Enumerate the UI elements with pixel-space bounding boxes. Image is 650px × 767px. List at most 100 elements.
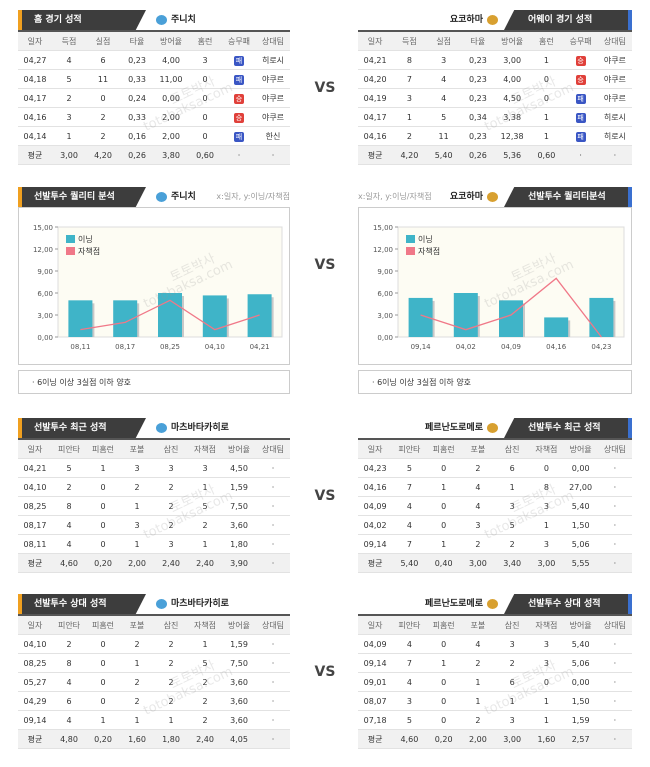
- table-cell: 5,40: [571, 640, 590, 649]
- team-name: 페르난도로메로: [425, 599, 483, 609]
- table-cell: 3,00: [468, 559, 487, 568]
- header-cell: 홈런: [197, 37, 213, 46]
- panel: 선발투수 퀄리티분석 요코하마 x:일자, y:이닝/자책점 0,00 3,00 6,00…: [358, 187, 632, 394]
- header-cell: 상대팀: [261, 37, 285, 46]
- header-cell: 상대팀: [261, 445, 285, 454]
- table-cell: 1: [509, 697, 515, 706]
- table-cell: ·: [613, 521, 617, 530]
- table-cell: 5: [441, 113, 447, 122]
- header-cell: 방어율: [569, 621, 592, 630]
- legend-swatch: [406, 235, 415, 243]
- table-row: [358, 673, 632, 692]
- header-cell: 삼진: [504, 621, 520, 630]
- table-cell: 8: [66, 659, 72, 668]
- result-icon: 패: [575, 93, 586, 104]
- table-row: [18, 459, 290, 478]
- table-top-border: [18, 438, 290, 440]
- table-cell: 0,33: [128, 113, 146, 122]
- table-cell: 4: [66, 521, 72, 530]
- table-cell: 1: [441, 540, 447, 549]
- table-row: [18, 730, 290, 749]
- table-cell: 6: [66, 697, 72, 706]
- table-cell: 2: [168, 502, 174, 511]
- bar: [68, 300, 93, 337]
- y-tick-label: 0,00: [377, 334, 393, 342]
- result-icon: 패: [575, 131, 586, 142]
- avg-label: 평균: [367, 559, 383, 568]
- table-cell: 3,60: [230, 678, 248, 687]
- avg-label: 평균: [27, 151, 43, 160]
- table-cell: 11: [97, 75, 109, 84]
- table-cell: 04,16: [363, 132, 387, 141]
- panel: 선발투수 상대 성적 페르난도로메로 일자 피안타 피홈런 포볼 삼진 자책점 방어율 상대팀 04…: [358, 594, 632, 767]
- table-cell: 3: [543, 640, 549, 649]
- table-cell: 0,23: [128, 56, 146, 65]
- table-cell: 7: [406, 540, 412, 549]
- table-cell: 2: [66, 483, 72, 492]
- header-cell: 득점: [61, 37, 77, 46]
- table-cell: 0: [543, 75, 549, 84]
- table-cell: 1: [543, 132, 549, 141]
- header-cell: 방어율: [227, 445, 251, 454]
- table-cell: 3,38: [503, 113, 522, 122]
- table-cell: 0,24: [128, 94, 146, 103]
- y-tick-label: 9,00: [37, 268, 53, 276]
- table-cell: 2: [202, 521, 208, 530]
- note: · 6이닝 이상 3실점 이하 양호: [372, 377, 471, 387]
- panel: 선발투수 최근 성적 페르난도로메로 일자 피안타 피홈런 포볼 삼진 자책점 방어율 상대팀 04…: [358, 418, 632, 598]
- table-cell: ·: [579, 151, 582, 160]
- panel: 선발투수 최근 성적 마츠바타카히로 일자 피안타 피홈런 포볼 삼진 자책점 방어율 상대팀 04…: [18, 418, 290, 598]
- team-name: 주니치: [171, 192, 196, 202]
- table-cell: 0,60: [537, 151, 556, 160]
- header-tab: 선발투수 퀄리티 분석: [18, 187, 146, 207]
- x-tick-label: 04,02: [456, 343, 476, 351]
- table-cell: 0: [441, 697, 447, 706]
- table-cell: 0,26: [128, 151, 146, 160]
- table-cell: 4,20: [94, 151, 112, 160]
- table-cell: 08,07: [363, 697, 387, 706]
- table-cell: 09,14: [363, 659, 387, 668]
- team-icon: [487, 423, 498, 433]
- table-cell: 2: [475, 464, 481, 473]
- chart: 0,00 3,00 6,00 9,00 12,00 15,00 08,11 08,17 08,2…: [18, 207, 290, 394]
- table-cell: 04,27: [23, 56, 47, 65]
- legend-swatch: [66, 247, 75, 255]
- table-cell: 11,00: [159, 75, 183, 84]
- table-cell: ·: [613, 464, 617, 473]
- table-cell: 2: [100, 113, 106, 122]
- header-cell: 포볼: [470, 621, 486, 630]
- table-row: [18, 108, 290, 127]
- header-cell: 방어율: [569, 445, 592, 454]
- table-cell: 1: [100, 716, 106, 725]
- header-cell: 자책점: [535, 621, 558, 630]
- table-cell: 4: [406, 678, 412, 687]
- table-cell: ·: [271, 678, 275, 687]
- table-cell: 5: [406, 716, 412, 725]
- table-cell: 0,23: [468, 56, 487, 65]
- table-cell: 04,16: [363, 483, 387, 492]
- table-cell: 야쿠르: [261, 94, 285, 103]
- table-cell: 4: [441, 75, 447, 84]
- table-cell: 0,34: [468, 113, 487, 122]
- table-row: [18, 692, 290, 711]
- result-icon: 승: [575, 74, 586, 85]
- header-tab: 선발투수 최근 성적: [18, 418, 146, 438]
- table-cell: 1,59: [230, 640, 248, 649]
- team-icon: [487, 192, 498, 202]
- table-cell: 1: [441, 659, 447, 668]
- header-cell: 자책점: [193, 621, 217, 630]
- team-icon: [487, 15, 498, 25]
- result-icon: 승: [234, 112, 244, 123]
- table-cell: 2,40: [196, 735, 214, 744]
- x-tick-label: 04,16: [546, 343, 567, 351]
- table-row: [358, 730, 632, 749]
- table-row: [18, 497, 290, 516]
- header-cell: 피안타: [398, 445, 421, 454]
- table-row: [358, 127, 632, 146]
- table-cell: ·: [613, 735, 617, 744]
- table-cell: 04,18: [23, 75, 47, 84]
- table-cell: 1: [134, 540, 140, 549]
- table-cell: 히로시: [603, 113, 626, 122]
- table-top-border: [358, 30, 632, 32]
- table-cell: 3: [509, 716, 515, 725]
